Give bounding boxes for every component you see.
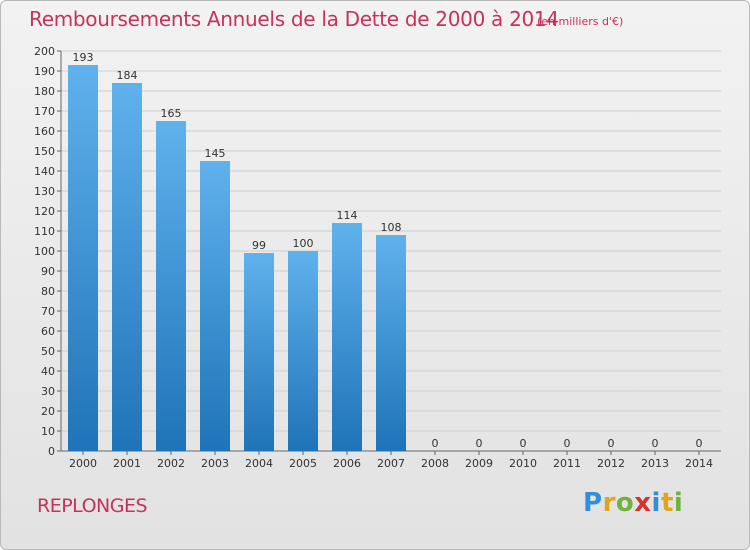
y-tick-label: 110 [34,225,55,238]
data-label-2007: 108 [381,221,402,234]
y-tick-label: 200 [34,45,55,58]
data-label-2003: 145 [205,147,226,160]
x-tick-label: 2011 [553,457,581,470]
x-tick-label: 2009 [465,457,493,470]
x-tick-label: 2002 [157,457,185,470]
chart-title: Remboursements Annuels de la Dette de 20… [29,7,559,31]
data-labels: 193 184 165 145 99 100 114 108 0 0 0 0 0 0 0 [73,51,703,450]
y-tick-label: 160 [34,125,55,138]
x-tick-labels: 2000 2001 2002 2003 2004 2005 2006 2007 2008 2009… [69,457,713,470]
data-label-2005: 100 [293,237,314,250]
y-tick-label: 60 [41,325,55,338]
y-tick-label: 170 [34,105,55,118]
y-tick-label: 140 [34,165,55,178]
x-tick-label: 2008 [421,457,449,470]
bars [68,65,406,451]
y-tick-labels: 0 10 20 30 40 50 60 70 80 90 100 110 120 130 140 150 160… [34,45,55,458]
data-label-2006: 114 [337,209,358,222]
y-tick-label: 120 [34,205,55,218]
x-tick-label: 2006 [333,457,361,470]
data-label-2011: 0 [564,437,571,450]
y-tick-label: 80 [41,285,55,298]
data-label-2002: 165 [161,107,182,120]
data-label-2004: 99 [252,239,266,252]
bar-2006 [332,223,362,451]
data-label-2009: 0 [476,437,483,450]
y-tick-label: 50 [41,345,55,358]
y-tick-label: 180 [34,85,55,98]
y-tick-label: 130 [34,185,55,198]
y-tick-label: 20 [41,405,55,418]
proxiti-logo: Proxiti [583,488,684,518]
x-tick-label: 2000 [69,457,97,470]
bar-2005 [288,251,318,451]
data-label-2000: 193 [73,51,94,64]
y-tick-label: 90 [41,265,55,278]
data-label-2008: 0 [432,437,439,450]
y-tick-label: 10 [41,425,55,438]
y-tick-label: 70 [41,305,55,318]
x-tick-label: 2010 [509,457,537,470]
x-tick-label: 2005 [289,457,317,470]
bar-2000 [68,65,98,451]
data-label-2001: 184 [117,69,138,82]
data-label-2012: 0 [608,437,615,450]
x-tick-label: 2001 [113,457,141,470]
x-tick-label: 2013 [641,457,669,470]
bar-2002 [156,121,186,451]
y-tick-label: 30 [41,385,55,398]
unit-note: (en milliers d'€) [537,15,624,28]
y-tick-label: 0 [48,445,55,458]
data-label-2013: 0 [652,437,659,450]
bar-2001 [112,83,142,451]
y-tick-label: 100 [34,245,55,258]
commune-name: REPLONGES [37,495,148,517]
x-tick-label: 2004 [245,457,273,470]
bar-2007 [376,235,406,451]
x-tick-label: 2007 [377,457,405,470]
bar-2004 [244,253,274,451]
y-tick-label: 150 [34,145,55,158]
data-label-2014: 0 [696,437,703,450]
x-tick-label: 2003 [201,457,229,470]
x-tick-label: 2014 [685,457,713,470]
bar-2003 [200,161,230,451]
y-tick-label: 40 [41,365,55,378]
data-label-2010: 0 [520,437,527,450]
y-tick-label: 190 [34,65,55,78]
x-tick-label: 2012 [597,457,625,470]
